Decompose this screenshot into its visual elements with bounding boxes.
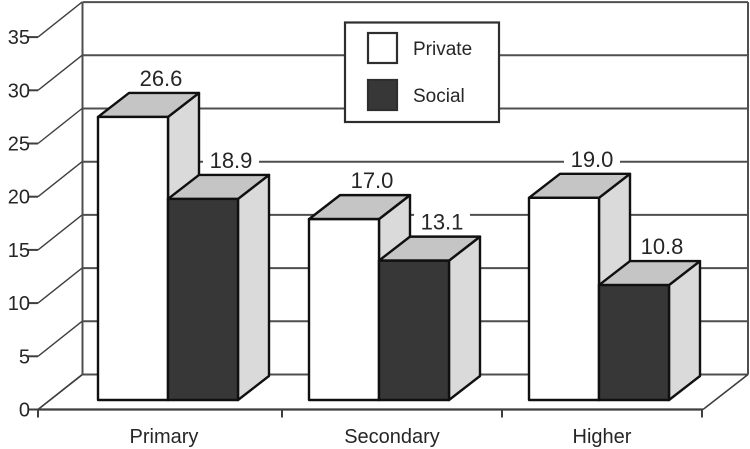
- legend-swatch-private: [366, 31, 399, 65]
- value-label: 19.0: [571, 147, 614, 172]
- value-label: 26.6: [140, 66, 183, 91]
- bar-social-primary-side: [236, 173, 271, 402]
- value-label-backing: [133, 67, 189, 90]
- value-label-backing: [414, 211, 470, 234]
- category-label: Higher: [573, 426, 632, 448]
- y-axis-depth-line: [37, 214, 83, 251]
- y-axis-depth-line: [37, 373, 83, 411]
- ytick-label: 35: [8, 27, 30, 49]
- category-label: Primary: [130, 426, 199, 448]
- y-axis-depth-line: [37, 107, 83, 145]
- ytick-label: 5: [19, 346, 30, 368]
- floor-right-edge: [702, 373, 749, 411]
- value-label-backing: [564, 148, 620, 171]
- value-label-backing: [203, 149, 259, 172]
- value-label-backing: [634, 235, 690, 258]
- bar-private-secondary-front: [307, 217, 381, 402]
- ytick-label: 25: [8, 134, 30, 156]
- legend-label-social: Social: [413, 86, 465, 107]
- ytick-label: 0: [19, 400, 30, 422]
- value-label-backing: [344, 169, 400, 192]
- ytick-label: 30: [8, 80, 30, 102]
- value-label: 17.0: [351, 168, 394, 193]
- value-label: 10.8: [641, 234, 684, 259]
- y-axis-depth-line: [37, 320, 83, 357]
- y-axis-depth-line: [37, 1, 83, 38]
- y-axis-depth-line: [37, 267, 83, 304]
- ytick-label: 20: [8, 187, 30, 209]
- bar-social-primary-front: [166, 197, 240, 402]
- value-label: 13.1: [421, 210, 464, 235]
- legend-swatch-social: [366, 78, 399, 112]
- bar-social-secondary-side: [447, 235, 482, 402]
- value-label: 18.9: [210, 148, 253, 173]
- bar-social-secondary-front: [377, 259, 451, 402]
- y-axis-depth-line: [37, 161, 83, 198]
- bar-social-higher-front: [597, 283, 671, 402]
- ytick-label: 15: [8, 240, 30, 262]
- ytick-label: 10: [8, 293, 30, 315]
- category-label: Secondary: [344, 426, 440, 448]
- y-axis-depth-line: [37, 54, 83, 91]
- legend-label-private: Private: [413, 39, 472, 60]
- bar-private-primary-front: [96, 115, 170, 402]
- bar-private-higher-front: [527, 196, 601, 402]
